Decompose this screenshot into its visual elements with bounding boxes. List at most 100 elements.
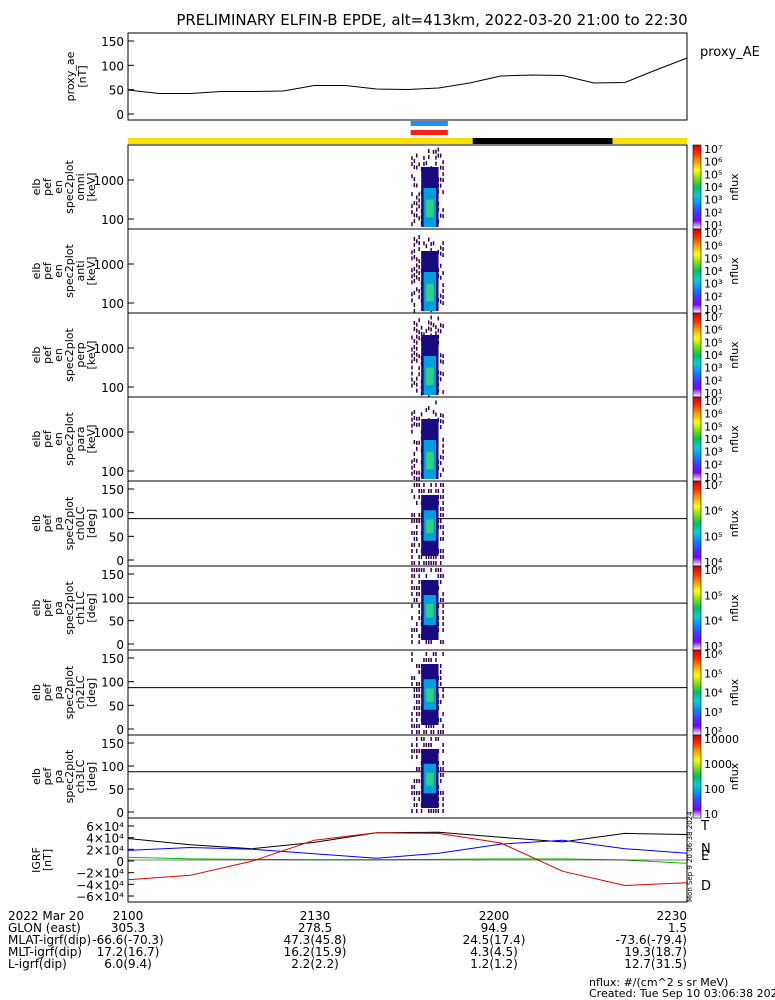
colorbar bbox=[692, 649, 702, 736]
spec-speck bbox=[418, 568, 420, 572]
spec-speck bbox=[413, 308, 416, 313]
spec-speck bbox=[418, 295, 420, 300]
colorbar-label: nflux bbox=[728, 678, 741, 706]
spec-speck bbox=[432, 323, 435, 328]
spec-speck bbox=[413, 724, 416, 728]
spec-speck bbox=[442, 495, 444, 499]
spec-speck bbox=[439, 461, 442, 466]
spec-speck bbox=[416, 700, 418, 704]
spec-speck bbox=[418, 366, 420, 371]
footer-cell: 1.5 bbox=[668, 921, 687, 935]
spec-speck bbox=[442, 295, 444, 300]
spec-speck bbox=[442, 289, 444, 294]
spec-speck bbox=[427, 489, 430, 493]
spec-core-inner bbox=[426, 688, 434, 703]
colorbar-tick-label: 10² bbox=[704, 725, 722, 738]
units-note: nflux: #/(cm^2 s sr MeV) bbox=[589, 976, 728, 989]
colorbar-tick-label: 10⁶ bbox=[704, 408, 723, 421]
spec-speck bbox=[439, 519, 442, 523]
spec-speck bbox=[427, 640, 430, 644]
colorbar-tick-label: 10⁵ bbox=[704, 589, 722, 602]
spec-speck bbox=[411, 730, 413, 734]
footer-cell: 1.2(1.2) bbox=[470, 957, 518, 971]
state-bar-yellow bbox=[128, 138, 687, 144]
spec-speck bbox=[416, 287, 418, 292]
spec-speck bbox=[411, 574, 413, 578]
y-tick-label: 150 bbox=[101, 568, 124, 582]
spec-speck bbox=[416, 767, 418, 771]
spec-speck bbox=[416, 664, 418, 668]
spec-speck bbox=[442, 652, 444, 656]
spec-speck bbox=[442, 767, 444, 771]
spec-core-inner bbox=[426, 519, 434, 534]
spec-speck bbox=[418, 555, 420, 559]
spec-speck bbox=[439, 574, 442, 578]
spec-speck bbox=[413, 706, 416, 710]
state-bar bbox=[128, 121, 687, 144]
panel-ylabel-line: spec2plot bbox=[63, 160, 76, 214]
panel-ylabel-line: elb bbox=[30, 431, 43, 448]
spec-speck bbox=[416, 328, 418, 333]
spec-speck bbox=[413, 326, 416, 331]
spec-speck bbox=[439, 718, 442, 722]
colorbar-label: nflux bbox=[728, 173, 741, 201]
panel-frame bbox=[127, 734, 688, 819]
spec-speck bbox=[439, 245, 442, 250]
footer-cell: 2130 bbox=[300, 909, 331, 923]
spec-speck bbox=[411, 162, 413, 167]
spec-speck bbox=[418, 235, 420, 240]
panel-ylabel-line: en bbox=[52, 264, 65, 278]
y-tick-label: −4×10⁴ bbox=[76, 878, 124, 892]
spec-speck bbox=[435, 412, 437, 417]
colorbar-tick-label: 10⁶ bbox=[704, 505, 723, 518]
footer-row-label: 2022 Mar 20 bbox=[8, 909, 84, 923]
spec-speck bbox=[418, 198, 420, 203]
spec-speck bbox=[430, 242, 432, 247]
spec-speck bbox=[411, 809, 413, 813]
y-tick-label: 0 bbox=[116, 638, 124, 652]
spec-speck bbox=[416, 712, 418, 716]
y-tick-label: 0 bbox=[116, 723, 124, 737]
spec-speck bbox=[416, 440, 418, 445]
spec-speck bbox=[411, 676, 413, 680]
spec-speck bbox=[418, 561, 420, 565]
y-tick-label: 4×10⁴ bbox=[86, 832, 124, 846]
panel-ylabel-line: elb bbox=[30, 263, 43, 280]
spec-speck bbox=[439, 377, 442, 382]
spec-speck bbox=[416, 737, 418, 741]
colorbar-tick-label: 10⁷ bbox=[704, 479, 722, 492]
spec-speck bbox=[418, 519, 420, 523]
spec-speck bbox=[416, 195, 418, 200]
spec-speck bbox=[437, 153, 440, 158]
spec-speck bbox=[442, 803, 444, 807]
spec-speck bbox=[411, 755, 413, 759]
spec-speck bbox=[418, 664, 420, 668]
spec-speck bbox=[442, 247, 444, 252]
colorbar-tick-label: 10¹ bbox=[704, 387, 722, 400]
spec-speck bbox=[442, 354, 444, 359]
spec-speck bbox=[418, 543, 420, 547]
panel-ylabel-line: ch2LC bbox=[74, 675, 87, 709]
spec-speck bbox=[413, 242, 416, 247]
spec-speck bbox=[442, 598, 444, 602]
spec-speck bbox=[411, 592, 413, 596]
spec-speck bbox=[416, 809, 418, 813]
spec-speck bbox=[442, 372, 444, 377]
y-tick-label: 50 bbox=[109, 615, 124, 629]
y-tick-label: 100 bbox=[101, 591, 124, 605]
spec-speck bbox=[432, 724, 435, 728]
colorbar-tick-label: 10³ bbox=[704, 706, 722, 719]
spec-speck bbox=[423, 737, 425, 741]
spec-speck bbox=[420, 555, 423, 559]
spec-speck bbox=[418, 162, 420, 167]
spec-speck bbox=[423, 561, 425, 565]
y-tick-label: 150 bbox=[101, 483, 124, 497]
spec-speck bbox=[418, 574, 420, 578]
panel-frame bbox=[127, 649, 688, 736]
spec-speck bbox=[411, 682, 413, 686]
panel-ylabel-line: pef bbox=[41, 598, 54, 617]
spec-speck bbox=[413, 568, 416, 572]
spec-speck bbox=[430, 315, 432, 320]
spec-speck bbox=[439, 329, 442, 334]
spec-speck bbox=[432, 149, 435, 154]
